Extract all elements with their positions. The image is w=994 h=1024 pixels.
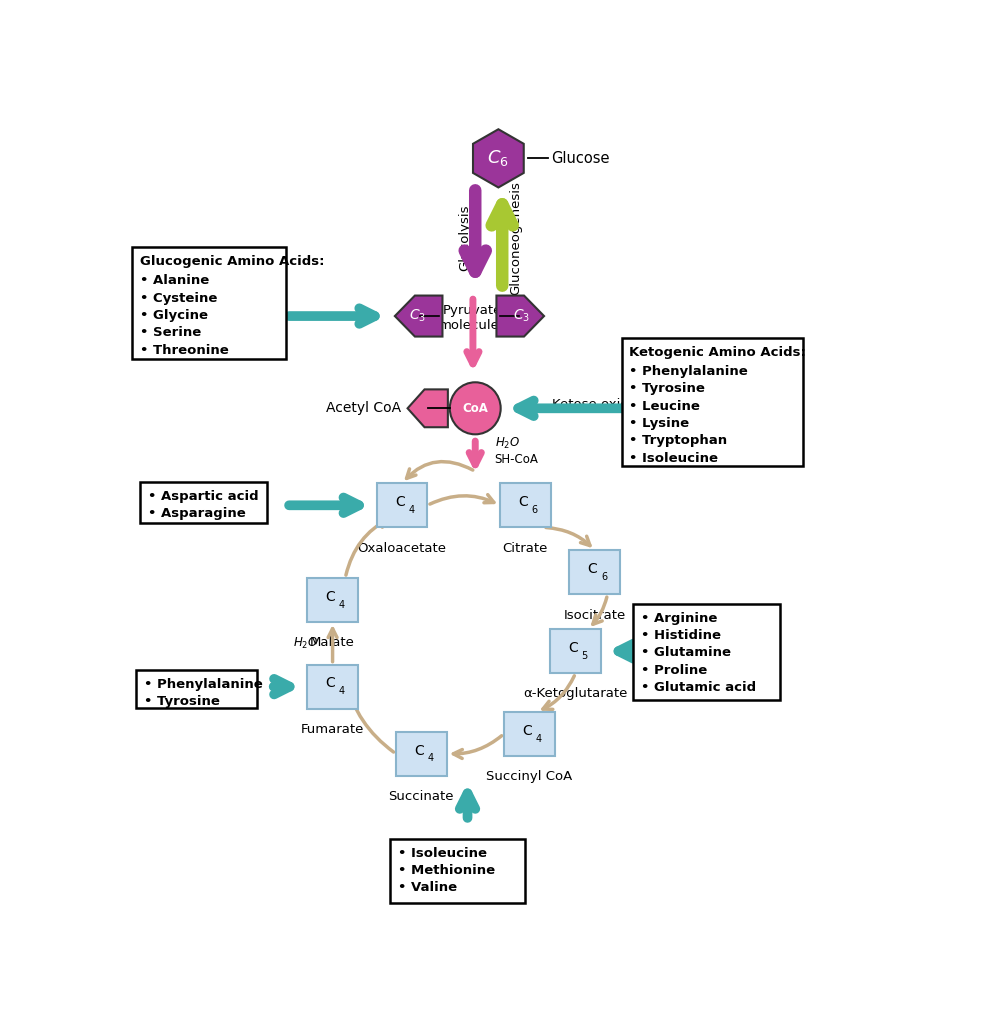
FancyBboxPatch shape: [390, 839, 525, 903]
Text: • Phenylalanine: • Phenylalanine: [143, 678, 262, 691]
Text: 6: 6: [600, 572, 606, 582]
FancyBboxPatch shape: [139, 481, 266, 522]
Text: • Serine: • Serine: [139, 327, 201, 340]
Text: C: C: [395, 496, 405, 509]
Text: C: C: [587, 562, 596, 577]
Text: C: C: [518, 496, 528, 509]
Polygon shape: [395, 296, 442, 337]
Text: C: C: [568, 641, 578, 655]
Text: • Arginine: • Arginine: [640, 611, 717, 625]
Text: 4: 4: [408, 505, 414, 515]
Text: • Asparagine: • Asparagine: [147, 507, 245, 520]
Text: • Glycine: • Glycine: [139, 309, 208, 323]
Text: C: C: [325, 590, 335, 604]
Text: C: C: [325, 677, 335, 690]
FancyBboxPatch shape: [136, 670, 256, 708]
Text: 4: 4: [338, 600, 345, 609]
Text: 4: 4: [338, 686, 345, 696]
Text: • Threonine: • Threonine: [139, 344, 229, 356]
FancyBboxPatch shape: [396, 731, 446, 776]
FancyBboxPatch shape: [632, 604, 779, 700]
Text: Glucose: Glucose: [551, 151, 608, 166]
FancyBboxPatch shape: [376, 483, 427, 527]
Text: • Valine: • Valine: [398, 882, 457, 894]
Polygon shape: [496, 296, 544, 337]
Text: • Glutamine: • Glutamine: [640, 646, 731, 659]
Text: α-Ketoglutarate: α-Ketoglutarate: [523, 687, 627, 700]
Text: SH-CoA: SH-CoA: [494, 453, 538, 466]
Text: $C_3$: $C_3$: [513, 308, 530, 325]
Text: • Cysteine: • Cysteine: [139, 292, 217, 305]
Text: 4: 4: [427, 754, 433, 764]
Text: • Phenylalanine: • Phenylalanine: [629, 366, 747, 378]
Text: Glucogenic Amino Acids:: Glucogenic Amino Acids:: [139, 255, 324, 268]
Text: • Proline: • Proline: [640, 664, 707, 677]
Text: Glycolysis: Glycolysis: [457, 205, 470, 271]
Text: C: C: [414, 743, 423, 758]
Text: 6: 6: [531, 505, 537, 515]
Text: • Isoleucine: • Isoleucine: [398, 847, 487, 860]
FancyBboxPatch shape: [307, 665, 358, 709]
Text: $C_3$: $C_3$: [409, 308, 425, 325]
Text: $H_2O$: $H_2O$: [292, 636, 318, 651]
FancyBboxPatch shape: [569, 550, 619, 594]
Text: Ketose oxidation: Ketose oxidation: [552, 398, 662, 411]
FancyBboxPatch shape: [621, 338, 802, 466]
Text: • Tyrosine: • Tyrosine: [629, 382, 705, 395]
FancyBboxPatch shape: [132, 248, 286, 359]
Text: CoA: CoA: [462, 401, 488, 415]
Text: • Isoleucine: • Isoleucine: [629, 452, 718, 465]
Text: Citrate: Citrate: [502, 542, 548, 555]
Text: • Lysine: • Lysine: [629, 417, 689, 430]
Text: Malate: Malate: [310, 636, 355, 649]
Text: • Glutamic acid: • Glutamic acid: [640, 681, 755, 694]
Circle shape: [449, 382, 500, 434]
Text: • Aspartic acid: • Aspartic acid: [147, 489, 257, 503]
Text: Ketogenic Amino Acids:: Ketogenic Amino Acids:: [629, 346, 805, 359]
Text: Gluconeogenesis: Gluconeogenesis: [509, 181, 522, 295]
FancyBboxPatch shape: [550, 629, 600, 673]
FancyBboxPatch shape: [503, 712, 554, 756]
Text: • Tryptophan: • Tryptophan: [629, 434, 727, 447]
Text: • Tyrosine: • Tyrosine: [143, 695, 220, 709]
Text: • Histidine: • Histidine: [640, 629, 721, 642]
Text: C: C: [522, 724, 531, 738]
FancyBboxPatch shape: [307, 578, 358, 622]
Text: Acetyl CoA: Acetyl CoA: [326, 401, 402, 416]
Text: • Leucine: • Leucine: [629, 399, 700, 413]
Polygon shape: [408, 389, 447, 427]
Text: $C_6$: $C_6$: [487, 148, 509, 168]
Text: Succinyl CoA: Succinyl CoA: [486, 770, 572, 783]
Text: Pyruvate
molecules: Pyruvate molecules: [438, 304, 506, 333]
Text: • Alanine: • Alanine: [139, 274, 209, 288]
Text: Fumarate: Fumarate: [300, 723, 364, 736]
Text: Isocitrate: Isocitrate: [563, 608, 625, 622]
Text: $H_2O$: $H_2O$: [494, 436, 519, 452]
Text: Oxaloacetate: Oxaloacetate: [357, 542, 446, 555]
Text: 4: 4: [535, 733, 541, 743]
Text: 5: 5: [581, 651, 587, 660]
FancyBboxPatch shape: [499, 483, 551, 527]
Polygon shape: [472, 129, 523, 187]
Text: Succinate: Succinate: [388, 790, 453, 803]
Text: • Methionine: • Methionine: [398, 864, 495, 877]
